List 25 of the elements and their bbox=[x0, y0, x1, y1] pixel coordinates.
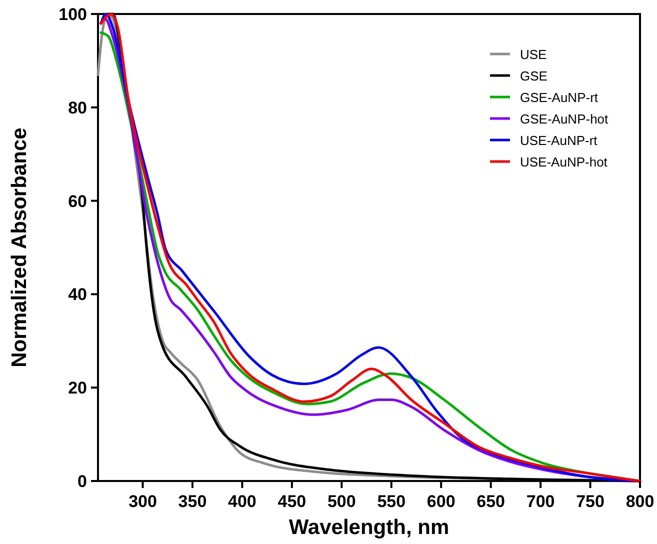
legend-label: GSE-AuNP-hot bbox=[520, 112, 609, 126]
y-tick-label: 80 bbox=[68, 98, 87, 118]
x-tick-label: 500 bbox=[327, 492, 356, 511]
x-tick-label: 400 bbox=[228, 492, 256, 511]
legend-label: GSE-AuNP-rt bbox=[520, 90, 598, 105]
legend-label: USE bbox=[520, 47, 548, 62]
x-tick-label: 350 bbox=[178, 492, 207, 511]
legend-label: GSE bbox=[520, 68, 548, 84]
x-tick-label: 750 bbox=[576, 492, 604, 511]
y-tick-label: 0 bbox=[78, 472, 87, 491]
x-tick-label: 650 bbox=[476, 492, 506, 511]
x-tick-label: 700 bbox=[526, 492, 555, 511]
y-axis-title: Normalized Absorbance bbox=[8, 128, 31, 368]
y-tick-label: 40 bbox=[68, 285, 87, 304]
x-tick-label: 300 bbox=[128, 492, 157, 511]
y-tick-label: 60 bbox=[68, 192, 87, 211]
x-tick-label: 450 bbox=[278, 492, 306, 511]
x-tick-label: 550 bbox=[377, 492, 406, 511]
legend-label: USE-AuNP-hot bbox=[520, 154, 608, 170]
x-axis-title: Wavelength, nm bbox=[288, 516, 450, 539]
legend-label: USE-AuNP-rt bbox=[520, 133, 598, 148]
x-tick-label: 800 bbox=[626, 492, 654, 511]
x-tick-label: 600 bbox=[426, 492, 456, 511]
y-tick-label: 100 bbox=[58, 5, 87, 24]
y-tick-label: 20 bbox=[68, 378, 87, 398]
